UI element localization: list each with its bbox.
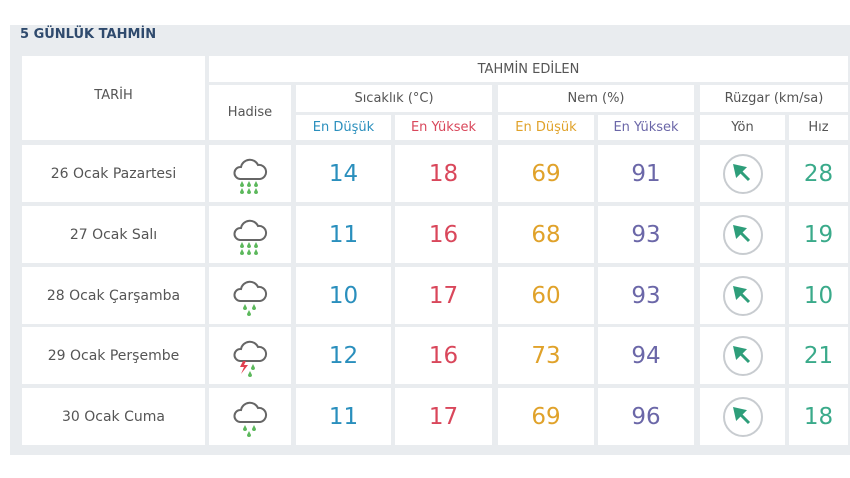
- temp-max: 17: [395, 388, 492, 445]
- date-cell: 29 Ocak Perşembe: [22, 327, 205, 384]
- icon-cell: [209, 145, 291, 202]
- date-cell: 27 Ocak Salı: [22, 206, 205, 263]
- hum-max: 91: [598, 145, 694, 202]
- header-cell: En Düşük: [498, 115, 594, 140]
- header-cell: Sıcaklık (°C): [296, 85, 492, 112]
- wind-direction: [722, 335, 763, 376]
- temp-min: 11: [296, 206, 391, 263]
- temp-max: 17: [395, 267, 492, 324]
- date-cell: 28 Ocak Çarşamba: [22, 267, 205, 324]
- weather-icon: [233, 401, 268, 437]
- header-cell: En Yüksek: [395, 115, 492, 140]
- temp-min: 14: [296, 145, 391, 202]
- date-cell: 30 Ocak Cuma: [22, 388, 205, 445]
- wind-speed: 18: [789, 388, 848, 445]
- wind-direction: [722, 275, 763, 316]
- header-cell: Rüzgar (km/sa): [700, 85, 848, 112]
- header-cell: Nem (%): [498, 85, 694, 112]
- temp-min: 11: [296, 388, 391, 445]
- hum-max: 96: [598, 388, 694, 445]
- wind-speed: 21: [789, 327, 848, 384]
- icon-cell: [209, 206, 291, 263]
- hum-min: 68: [498, 206, 594, 263]
- header-cell: TARİH: [22, 56, 205, 140]
- wind-dir-cell: [700, 327, 785, 384]
- header-cell: En Düşük: [296, 115, 391, 140]
- temp-max: 16: [395, 327, 492, 384]
- section-title: 5 GÜNLÜK TAHMİN: [20, 27, 157, 42]
- temp-max: 16: [395, 206, 492, 263]
- hum-min: 73: [498, 327, 594, 384]
- weather-icon: [233, 158, 268, 194]
- weather-icon: [233, 280, 268, 316]
- wind-direction: [722, 214, 763, 255]
- hum-max: 93: [598, 267, 694, 324]
- header-cell: Yön: [700, 115, 785, 140]
- wind-speed: 19: [789, 206, 848, 263]
- temp-max: 18: [395, 145, 492, 202]
- wind-speed: 10: [789, 267, 848, 324]
- header-cell: Hız: [789, 115, 848, 140]
- wind-dir-cell: [700, 388, 785, 445]
- wind-direction: [722, 396, 763, 437]
- hum-min: 60: [498, 267, 594, 324]
- wind-dir-cell: [700, 145, 785, 202]
- hum-max: 94: [598, 327, 694, 384]
- icon-cell: [209, 267, 291, 324]
- date-cell: 26 Ocak Pazartesi: [22, 145, 205, 202]
- temp-min: 10: [296, 267, 391, 324]
- wind-direction: [722, 153, 763, 194]
- wind-speed: 28: [789, 145, 848, 202]
- wind-dir-cell: [700, 206, 785, 263]
- weather-icon: [233, 340, 268, 377]
- header-cell: TAHMİN EDİLEN: [209, 56, 848, 82]
- hum-max: 93: [598, 206, 694, 263]
- icon-cell: [209, 388, 291, 445]
- wind-dir-cell: [700, 267, 785, 324]
- hum-min: 69: [498, 145, 594, 202]
- weather-icon: [233, 219, 268, 255]
- header-cell: En Yüksek: [598, 115, 694, 140]
- icon-cell: [209, 327, 291, 384]
- header-cell: Hadise: [209, 85, 291, 140]
- hum-min: 69: [498, 388, 594, 445]
- temp-min: 12: [296, 327, 391, 384]
